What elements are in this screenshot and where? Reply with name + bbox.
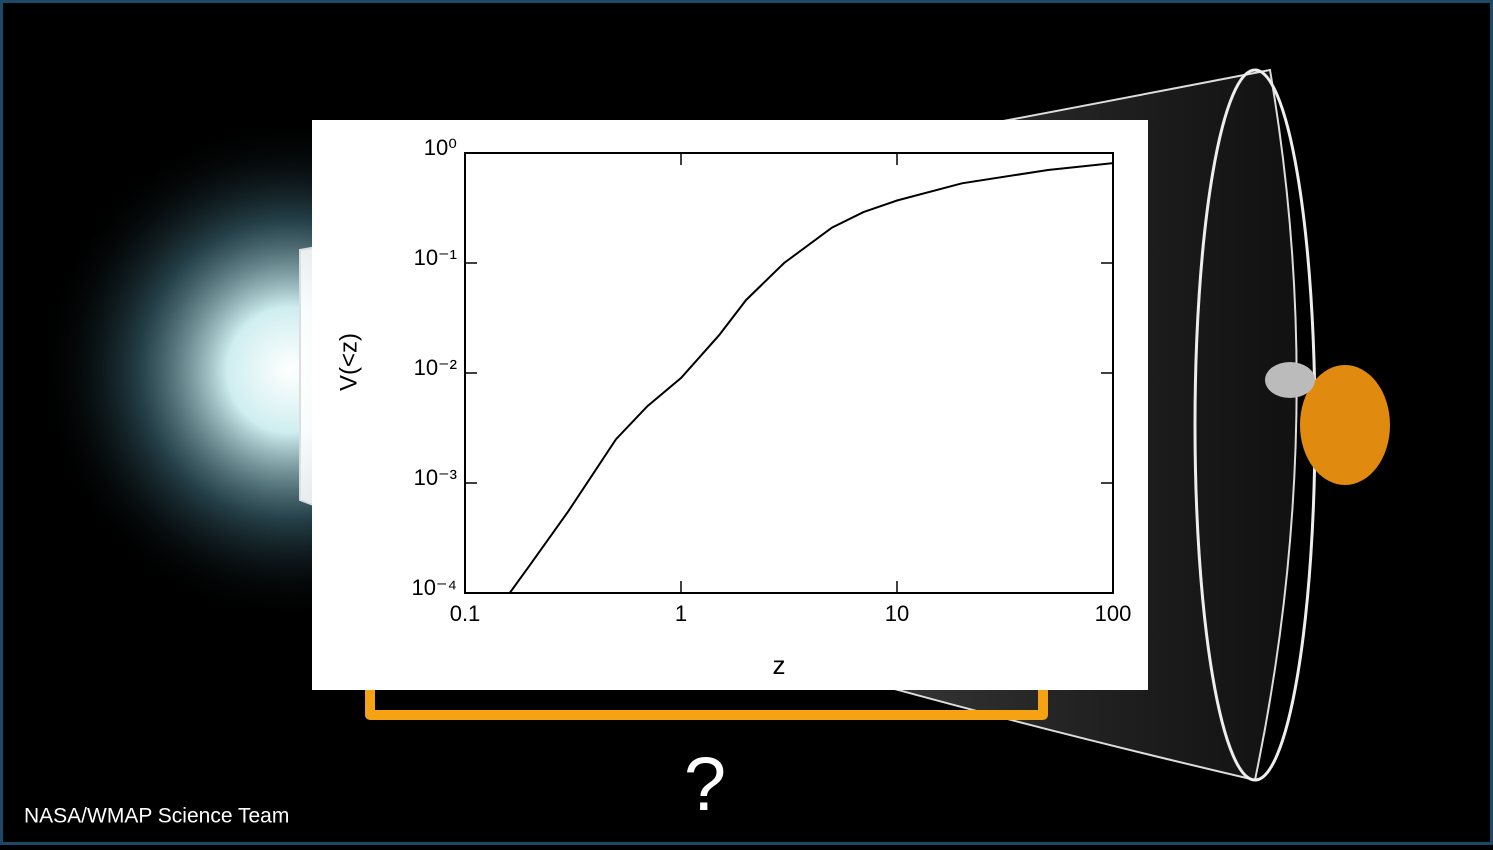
x-axis-label: z (773, 650, 786, 680)
x-tick-label: 1 (675, 601, 687, 626)
y-tick-label: 10⁻³ (414, 465, 457, 490)
y-tick-label: 10⁻¹ (414, 245, 457, 270)
slide: ? NASA/WMAP Science Team z V(<z) 0.1 1 10 1… (0, 0, 1493, 845)
x-tick-label: 0.1 (450, 601, 481, 626)
y-tick-label: 10⁻² (414, 355, 457, 380)
x-tick-label: 10 (885, 601, 909, 626)
x-tick-label: 100 (1095, 601, 1132, 626)
satellite-dish (1265, 362, 1315, 398)
y-tick-label: 10⁰ (424, 135, 457, 160)
y-axis-label: V(<z) (335, 333, 362, 391)
credit: NASA/WMAP Science Team (24, 805, 289, 828)
chart-panel (312, 120, 1148, 690)
y-tick-label: 10⁻⁴ (411, 575, 457, 600)
question-mark: ? (684, 742, 726, 827)
page: ? NASA/WMAP Science Team z V(<z) 0.1 1 10 1… (0, 0, 1493, 845)
